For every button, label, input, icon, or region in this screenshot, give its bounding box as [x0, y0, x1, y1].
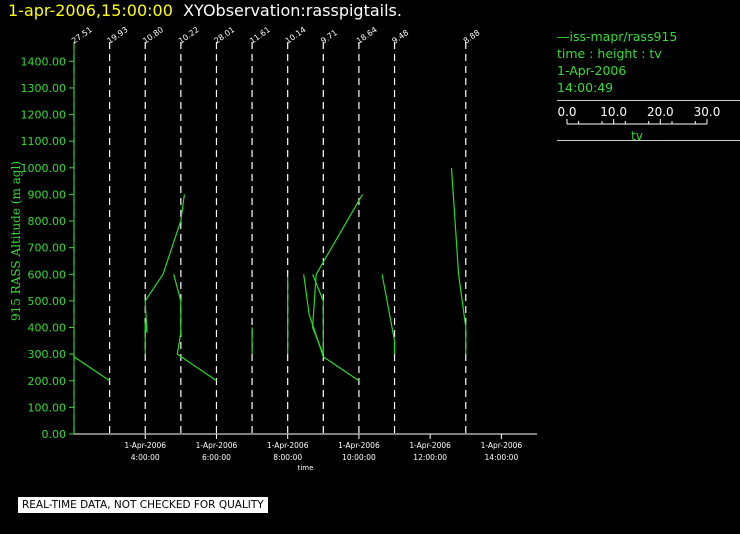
x-tick-date: 1-Apr-2006 [409, 441, 451, 450]
x-tick-time: 6:00:00 [202, 453, 231, 462]
surface-value-label: 10.22 [177, 25, 201, 46]
y-tick-label: 800.00 [28, 215, 67, 228]
x-tick-date: 1-Apr-2006 [196, 441, 238, 450]
x-tick-date: 1-Apr-2006 [481, 441, 523, 450]
title-product: XYObservation:rasspigtails. [183, 1, 402, 20]
surface-value-label: 9.71 [319, 28, 339, 46]
legend-variables: time : height : tv [557, 46, 662, 61]
surface-value-label: 18.64 [355, 25, 379, 46]
legend-divider-bottom [557, 140, 740, 141]
rass-trace [303, 274, 360, 382]
surface-value-label: 8.88 [462, 28, 482, 46]
colorbar-tick-label: 0.0 [557, 105, 576, 119]
y-tick-label: 500.00 [28, 295, 67, 308]
y-tick-label: 1000.00 [21, 162, 67, 175]
y-tick-label: 1100.00 [21, 135, 67, 148]
surface-value-label: 10.14 [284, 25, 308, 46]
colorbar-axis: 0.0 10.0 20.0 30.0 tv [557, 105, 721, 143]
y-tick-label: 300.00 [28, 348, 67, 361]
legend-series-row: —iss-mapr/rass915 [557, 29, 678, 44]
x-tick-time: 12:00:00 [413, 453, 447, 462]
y-tick-label: 600.00 [28, 268, 67, 281]
y-tick-label: 1200.00 [21, 109, 67, 122]
x-tick-date: 1-Apr-2006 [267, 441, 309, 450]
rass-trace [381, 274, 396, 355]
y-tick-label: 700.00 [28, 242, 67, 255]
colorbar-tick-label: 30.0 [694, 105, 721, 119]
y-tick-label: 1300.00 [21, 82, 67, 95]
rass-trace [73, 356, 110, 382]
legend-time: 14:00:49 [557, 80, 614, 95]
legend-divider-top [557, 100, 740, 101]
x-tick-date: 1-Apr-2006 [124, 441, 166, 450]
chart-title: 1-apr-2006,15:00:00 XYObservation:rasspi… [8, 1, 402, 20]
legend-date: 1-Apr-2006 [557, 63, 627, 78]
y-tick-label: 1400.00 [21, 55, 67, 68]
y-tick-label: 400.00 [28, 322, 67, 335]
colorbar-tick-label: 10.0 [600, 105, 627, 119]
surface-value-label: 10.80 [141, 25, 165, 46]
colorbar-tick-label: 20.0 [647, 105, 674, 119]
colorbar-label: tv [631, 129, 643, 143]
legend-panel: —iss-mapr/rass915 time : height : tv 1-A… [557, 28, 740, 143]
rass-trace [144, 194, 185, 355]
x-tick-time: 8:00:00 [273, 453, 302, 462]
surface-value-label: 11.61 [248, 25, 272, 46]
rass-trace [311, 194, 364, 355]
y-tick-label: 100.00 [28, 401, 67, 414]
y-tick-label: 200.00 [28, 375, 67, 388]
surface-value-label: 9.48 [391, 28, 411, 46]
y-tick-label: 0.00 [42, 428, 67, 441]
x-tick-time: 10:00:00 [342, 453, 376, 462]
y-tick-label: 900.00 [28, 188, 67, 201]
title-datetime: 1-apr-2006,15:00:00 [8, 1, 173, 20]
y-axis-title: 915 RASS Altitude (m agl) [9, 161, 23, 321]
rass-trace [173, 274, 217, 382]
surface-value-label: 27.51 [70, 25, 94, 46]
rass-trace [450, 167, 467, 355]
x-tick-date: 1-Apr-2006 [338, 441, 380, 450]
x-tick-time: 4:00:00 [131, 453, 160, 462]
quality-notice: REAL-TIME DATA, NOT CHECKED FOR QUALITY [18, 497, 268, 513]
x-axis-title: time [298, 464, 314, 472]
surface-value-label: 28.01 [212, 25, 236, 46]
x-tick-time: 14:00:00 [485, 453, 519, 462]
legend-series: iss-mapr/rass915 [569, 29, 678, 44]
surface-value-label: 19.93 [106, 25, 130, 46]
